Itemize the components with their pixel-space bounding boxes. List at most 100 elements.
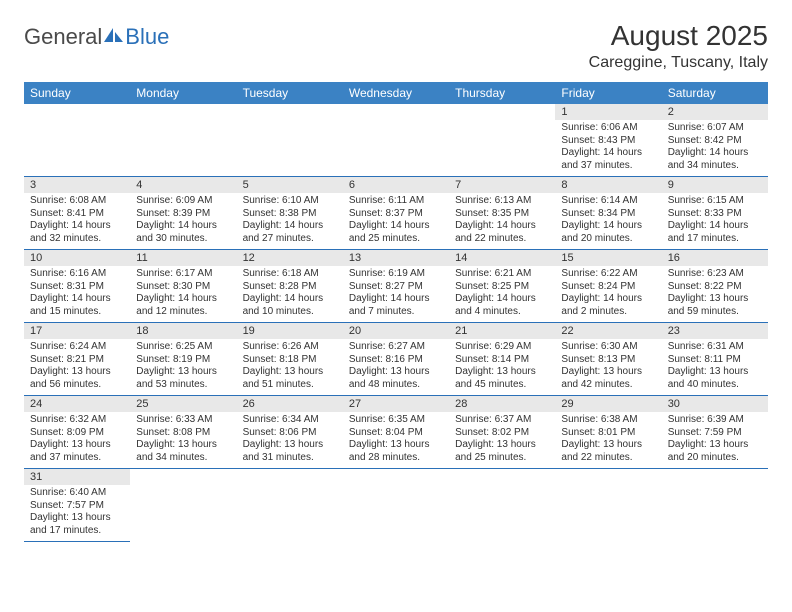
day-content: Sunrise: 6:13 AMSunset: 8:35 PMDaylight:…	[449, 193, 555, 249]
calendar-table: SundayMondayTuesdayWednesdayThursdayFrid…	[24, 82, 768, 542]
calendar-week-row: 24Sunrise: 6:32 AMSunset: 8:09 PMDayligh…	[24, 396, 768, 469]
sunset-text: Sunset: 8:14 PM	[455, 354, 549, 367]
calendar-cell: 23Sunrise: 6:31 AMSunset: 8:11 PMDayligh…	[662, 323, 768, 396]
sunrise-text: Sunrise: 6:25 AM	[136, 341, 230, 354]
sunset-text: Sunset: 8:06 PM	[243, 427, 337, 440]
daylight-text: Daylight: 13 hours and 48 minutes.	[349, 366, 443, 391]
sunrise-text: Sunrise: 6:37 AM	[455, 414, 549, 427]
day-number: 9	[662, 177, 768, 193]
day-number: 3	[24, 177, 130, 193]
calendar-cell: 21Sunrise: 6:29 AMSunset: 8:14 PMDayligh…	[449, 323, 555, 396]
day-content: Sunrise: 6:31 AMSunset: 8:11 PMDaylight:…	[662, 339, 768, 395]
calendar-cell: 10Sunrise: 6:16 AMSunset: 8:31 PMDayligh…	[24, 250, 130, 323]
sunrise-text: Sunrise: 6:40 AM	[30, 487, 124, 500]
calendar-cell	[343, 104, 449, 177]
daylight-text: Daylight: 14 hours and 22 minutes.	[455, 220, 549, 245]
day-content: Sunrise: 6:19 AMSunset: 8:27 PMDaylight:…	[343, 266, 449, 322]
sunset-text: Sunset: 8:13 PM	[561, 354, 655, 367]
sunrise-text: Sunrise: 6:26 AM	[243, 341, 337, 354]
daylight-text: Daylight: 13 hours and 51 minutes.	[243, 366, 337, 391]
sunrise-text: Sunrise: 6:21 AM	[455, 268, 549, 281]
calendar-cell: 26Sunrise: 6:34 AMSunset: 8:06 PMDayligh…	[237, 396, 343, 469]
sunset-text: Sunset: 8:35 PM	[455, 208, 549, 221]
sunset-text: Sunset: 8:39 PM	[136, 208, 230, 221]
calendar-cell: 2Sunrise: 6:07 AMSunset: 8:42 PMDaylight…	[662, 104, 768, 177]
calendar-week-row: 17Sunrise: 6:24 AMSunset: 8:21 PMDayligh…	[24, 323, 768, 396]
day-content: Sunrise: 6:07 AMSunset: 8:42 PMDaylight:…	[662, 120, 768, 176]
day-content: Sunrise: 6:17 AMSunset: 8:30 PMDaylight:…	[130, 266, 236, 322]
day-number: 16	[662, 250, 768, 266]
day-content: Sunrise: 6:24 AMSunset: 8:21 PMDaylight:…	[24, 339, 130, 395]
calendar-cell: 28Sunrise: 6:37 AMSunset: 8:02 PMDayligh…	[449, 396, 555, 469]
page-title: August 2025	[589, 20, 768, 52]
day-number: 2	[662, 104, 768, 120]
daylight-text: Daylight: 14 hours and 30 minutes.	[136, 220, 230, 245]
calendar-week-row: 31Sunrise: 6:40 AMSunset: 7:57 PMDayligh…	[24, 469, 768, 542]
logo: GeneralBlue	[24, 20, 169, 50]
calendar-cell: 7Sunrise: 6:13 AMSunset: 8:35 PMDaylight…	[449, 177, 555, 250]
calendar-cell: 14Sunrise: 6:21 AMSunset: 8:25 PMDayligh…	[449, 250, 555, 323]
daylight-text: Daylight: 14 hours and 34 minutes.	[668, 147, 762, 172]
day-number: 11	[130, 250, 236, 266]
day-content: Sunrise: 6:40 AMSunset: 7:57 PMDaylight:…	[24, 485, 130, 541]
calendar-cell: 1Sunrise: 6:06 AMSunset: 8:43 PMDaylight…	[555, 104, 661, 177]
day-number: 30	[662, 396, 768, 412]
calendar-cell: 6Sunrise: 6:11 AMSunset: 8:37 PMDaylight…	[343, 177, 449, 250]
daylight-text: Daylight: 14 hours and 2 minutes.	[561, 293, 655, 318]
sunrise-text: Sunrise: 6:19 AM	[349, 268, 443, 281]
daylight-text: Daylight: 14 hours and 15 minutes.	[30, 293, 124, 318]
day-number: 27	[343, 396, 449, 412]
calendar-cell	[130, 104, 236, 177]
day-content: Sunrise: 6:14 AMSunset: 8:34 PMDaylight:…	[555, 193, 661, 249]
daylight-text: Daylight: 14 hours and 4 minutes.	[455, 293, 549, 318]
weekday-header: Thursday	[449, 82, 555, 104]
sunrise-text: Sunrise: 6:14 AM	[561, 195, 655, 208]
daylight-text: Daylight: 13 hours and 31 minutes.	[243, 439, 337, 464]
calendar-cell	[555, 469, 661, 542]
sunrise-text: Sunrise: 6:38 AM	[561, 414, 655, 427]
day-content: Sunrise: 6:33 AMSunset: 8:08 PMDaylight:…	[130, 412, 236, 468]
day-number: 8	[555, 177, 661, 193]
day-number: 20	[343, 323, 449, 339]
sunrise-text: Sunrise: 6:08 AM	[30, 195, 124, 208]
calendar-week-row: 10Sunrise: 6:16 AMSunset: 8:31 PMDayligh…	[24, 250, 768, 323]
calendar-cell	[237, 469, 343, 542]
day-content: Sunrise: 6:11 AMSunset: 8:37 PMDaylight:…	[343, 193, 449, 249]
sunrise-text: Sunrise: 6:29 AM	[455, 341, 549, 354]
weekday-header: Wednesday	[343, 82, 449, 104]
page: GeneralBlue August 2025 Careggine, Tusca…	[0, 0, 792, 562]
location-text: Careggine, Tuscany, Italy	[589, 54, 768, 72]
sunset-text: Sunset: 8:33 PM	[668, 208, 762, 221]
sunset-text: Sunset: 7:59 PM	[668, 427, 762, 440]
daylight-text: Daylight: 13 hours and 25 minutes.	[455, 439, 549, 464]
day-number: 28	[449, 396, 555, 412]
weekday-header: Tuesday	[237, 82, 343, 104]
calendar-cell: 29Sunrise: 6:38 AMSunset: 8:01 PMDayligh…	[555, 396, 661, 469]
sunset-text: Sunset: 8:24 PM	[561, 281, 655, 294]
day-number: 22	[555, 323, 661, 339]
calendar-cell: 25Sunrise: 6:33 AMSunset: 8:08 PMDayligh…	[130, 396, 236, 469]
daylight-text: Daylight: 14 hours and 37 minutes.	[561, 147, 655, 172]
daylight-text: Daylight: 14 hours and 25 minutes.	[349, 220, 443, 245]
daylight-text: Daylight: 13 hours and 17 minutes.	[30, 512, 124, 537]
day-content: Sunrise: 6:08 AMSunset: 8:41 PMDaylight:…	[24, 193, 130, 249]
day-content: Sunrise: 6:27 AMSunset: 8:16 PMDaylight:…	[343, 339, 449, 395]
calendar-cell	[237, 104, 343, 177]
sunset-text: Sunset: 8:30 PM	[136, 281, 230, 294]
sunset-text: Sunset: 8:43 PM	[561, 135, 655, 148]
day-number: 15	[555, 250, 661, 266]
day-content: Sunrise: 6:37 AMSunset: 8:02 PMDaylight:…	[449, 412, 555, 468]
sunrise-text: Sunrise: 6:18 AM	[243, 268, 337, 281]
calendar-cell: 27Sunrise: 6:35 AMSunset: 8:04 PMDayligh…	[343, 396, 449, 469]
calendar-cell: 22Sunrise: 6:30 AMSunset: 8:13 PMDayligh…	[555, 323, 661, 396]
calendar-cell: 24Sunrise: 6:32 AMSunset: 8:09 PMDayligh…	[24, 396, 130, 469]
sunrise-text: Sunrise: 6:23 AM	[668, 268, 762, 281]
day-content: Sunrise: 6:30 AMSunset: 8:13 PMDaylight:…	[555, 339, 661, 395]
logo-text-general: General	[24, 24, 102, 50]
daylight-text: Daylight: 13 hours and 42 minutes.	[561, 366, 655, 391]
daylight-text: Daylight: 14 hours and 10 minutes.	[243, 293, 337, 318]
sunrise-text: Sunrise: 6:10 AM	[243, 195, 337, 208]
weekday-header: Sunday	[24, 82, 130, 104]
sunrise-text: Sunrise: 6:32 AM	[30, 414, 124, 427]
sunset-text: Sunset: 8:01 PM	[561, 427, 655, 440]
